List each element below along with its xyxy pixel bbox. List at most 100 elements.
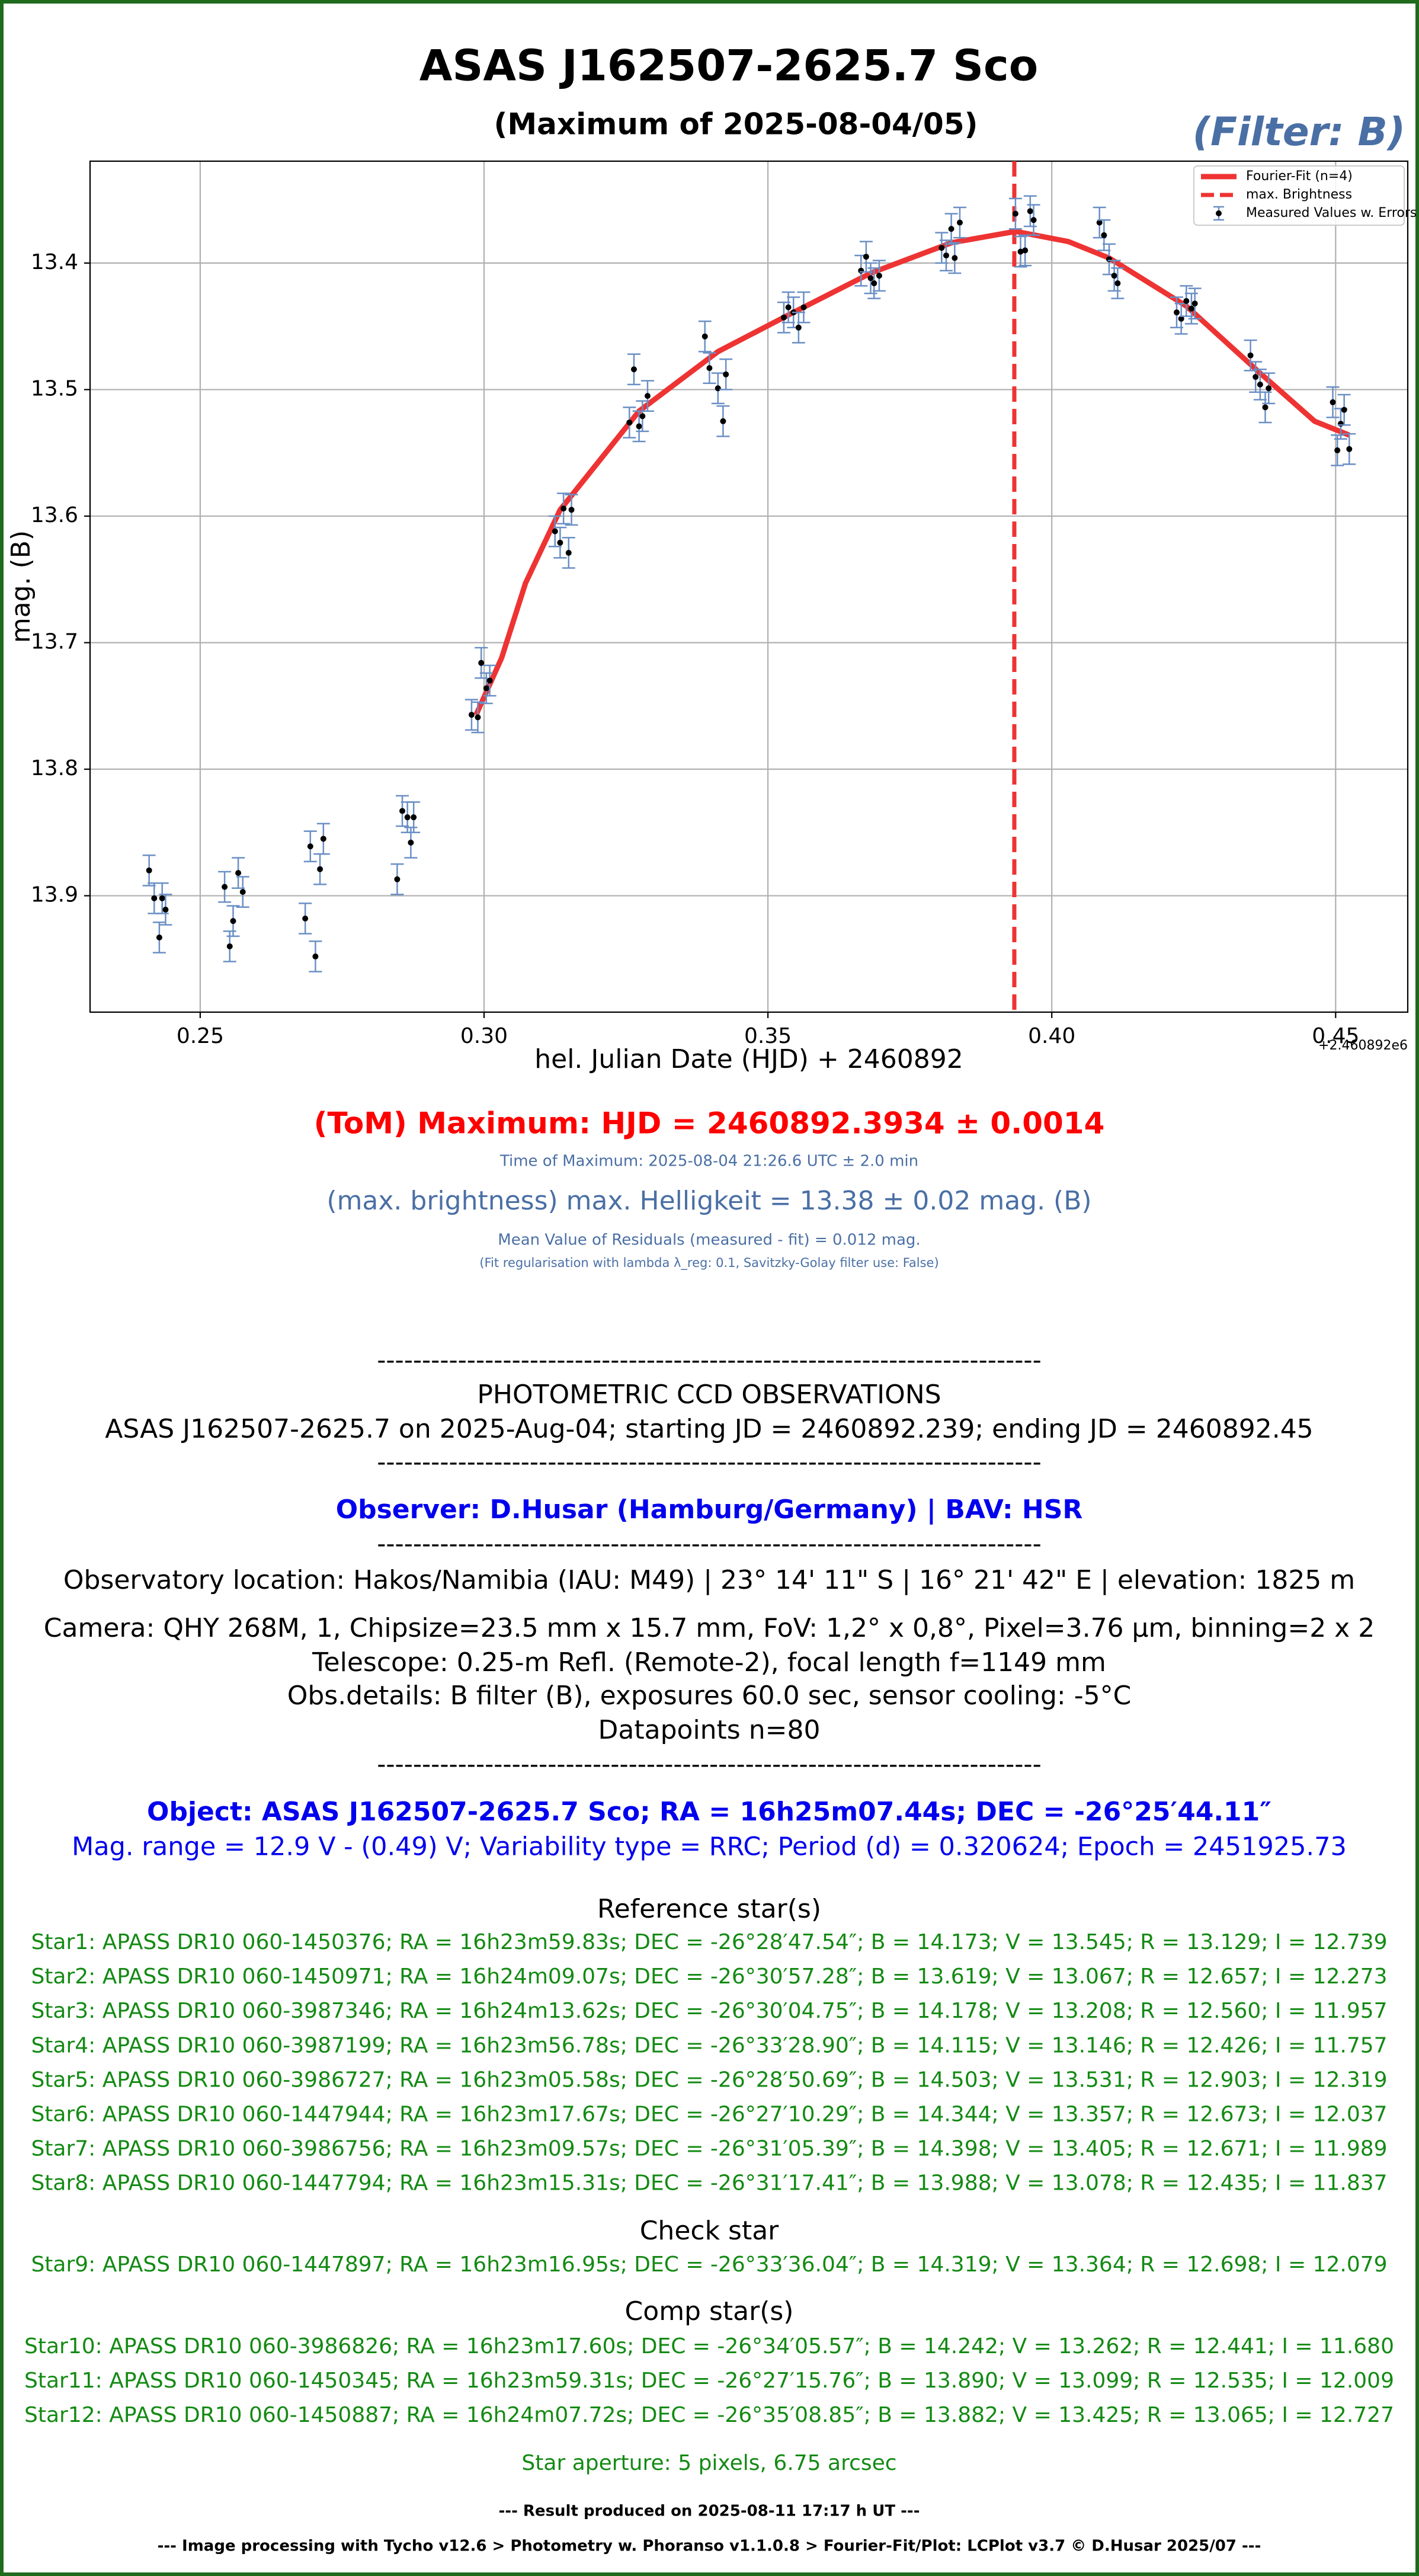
data-point: [1330, 399, 1336, 405]
data-point: [1253, 374, 1259, 380]
data-point: [1183, 297, 1190, 304]
report-line: ----------------------------------------…: [377, 1346, 1042, 1375]
data-point: [858, 267, 864, 274]
x-tick-label: 0.40: [1028, 1024, 1075, 1048]
report-line: Comp star(s): [625, 2296, 794, 2327]
data-point: [952, 255, 958, 261]
data-point: [404, 814, 411, 821]
data-point: [948, 226, 954, 232]
data-point: [863, 254, 869, 260]
report-line: Datapoints n=80: [598, 1715, 821, 1745]
report-line: Telescope: 0.25-m Refl. (Remote-2), foca…: [312, 1647, 1106, 1678]
report-line: Time of Maximum: 2025-08-04 21:26.6 UTC …: [499, 1153, 918, 1170]
x-offset-label: +2.460892e6: [1318, 1038, 1408, 1053]
data-point: [1247, 352, 1254, 359]
report-line: (max. brightness) max. Helligkeit = 13.3…: [326, 1186, 1091, 1216]
report-line: --- Result produced on 2025-08-11 17:17 …: [498, 2503, 920, 2520]
report-line: ----------------------------------------…: [377, 1448, 1042, 1477]
y-tick-label: 13.6: [31, 503, 78, 527]
data-point: [1027, 208, 1033, 215]
report-line: Obs.details: B filter (B), exposures 60.…: [287, 1681, 1132, 1711]
data-point: [720, 418, 726, 424]
data-point: [1017, 248, 1024, 255]
report-line: Observatory location: Hakos/Namibia (IAU…: [63, 1565, 1355, 1595]
data-point: [312, 953, 319, 960]
data-point: [1341, 407, 1347, 413]
report-line: Star7: APASS DR10 060-3986756; RA = 16h2…: [31, 2137, 1387, 2161]
data-point: [411, 814, 417, 821]
data-point: [235, 870, 242, 876]
y-tick-label: 13.7: [31, 629, 78, 654]
data-point: [1178, 315, 1184, 322]
report-line: Star12: APASS DR10 060-1450887; RA = 16h…: [24, 2403, 1394, 2427]
data-point: [239, 889, 246, 895]
y-tick-label: 13.5: [31, 376, 78, 401]
data-point: [146, 867, 152, 873]
report-line: ASAS J162507-2625.7 on 2025-Aug-04; star…: [105, 1414, 1313, 1444]
data-point: [486, 677, 493, 684]
data-point: [636, 423, 642, 430]
chart-subtitle: (Maximum of 2025-08-04/05): [494, 107, 978, 142]
x-tick-label: 0.35: [744, 1024, 792, 1048]
data-point: [317, 866, 323, 872]
report-line: Reference star(s): [597, 1894, 821, 1924]
data-point: [1012, 210, 1018, 217]
legend-label: Measured Values w. Errors: [1246, 206, 1417, 220]
data-point: [222, 884, 228, 890]
data-point: [943, 252, 949, 259]
data-point: [552, 528, 558, 535]
report-line: Star11: APASS DR10 060-1450345; RA = 16h…: [24, 2369, 1394, 2393]
report-line: Mag. range = 12.9 V - (0.49) V; Variabil…: [72, 1832, 1347, 1862]
legend-box: [1193, 165, 1405, 226]
data-point: [1337, 421, 1344, 427]
data-point: [468, 712, 475, 718]
data-point: [478, 660, 485, 666]
report-line: Object: ASAS J162507-2625.7 Sco; RA = 16…: [147, 1797, 1271, 1827]
report-line: Star10: APASS DR10 060-3986826; RA = 16h…: [24, 2334, 1394, 2359]
data-point: [1334, 447, 1341, 453]
data-point: [715, 385, 721, 392]
data-point: [867, 275, 874, 281]
y-tick-label: 13.9: [31, 883, 78, 907]
data-point: [706, 365, 713, 372]
report-line: Star aperture: 5 pixels, 6.75 arcsec: [521, 2451, 896, 2475]
data-point: [956, 219, 963, 226]
report-line: (Fit regularisation with lambda λ_reg: 0…: [479, 1256, 938, 1271]
legend-swatch: [1216, 210, 1222, 216]
data-point: [399, 808, 406, 814]
data-point: [1266, 385, 1272, 392]
data-point: [630, 366, 637, 373]
data-point: [795, 324, 802, 331]
data-point: [226, 943, 233, 949]
data-point: [307, 843, 313, 850]
data-point: [938, 245, 945, 251]
report-line: Star5: APASS DR10 060-3986727; RA = 16h2…: [31, 2068, 1387, 2092]
fit-curve: [473, 228, 1350, 716]
report-line: Observer: D.Husar (Hamburg/Germany) | BA…: [336, 1495, 1083, 1525]
x-tick-label: 0.25: [177, 1024, 224, 1048]
data-point: [475, 714, 481, 721]
x-tick-label: 0.30: [460, 1024, 508, 1048]
data-point: [483, 685, 489, 692]
data-point: [557, 539, 563, 546]
report-line: Star8: APASS DR10 060-1447794; RA = 16h2…: [31, 2171, 1387, 2196]
data-point: [644, 393, 651, 399]
y-tick-label: 13.4: [31, 250, 78, 274]
report-line: ----------------------------------------…: [377, 1529, 1042, 1559]
report-line: --- Image processing with Tycho v12.6 > …: [158, 2537, 1261, 2555]
data-point: [1101, 232, 1107, 238]
report-line: Star4: APASS DR10 060-3987199; RA = 16h2…: [31, 2033, 1387, 2057]
report-line: PHOTOMETRIC CCD OBSERVATIONS: [477, 1380, 941, 1410]
data-point: [871, 280, 877, 287]
data-point: [408, 839, 414, 846]
report-line: (ToM) Maximum: HJD = 2460892.3934 ± 0.00…: [314, 1106, 1105, 1141]
report-line: Star6: APASS DR10 060-1447944; RA = 16h2…: [31, 2103, 1387, 2127]
report-line: Star2: APASS DR10 060-1450971; RA = 16h2…: [31, 1964, 1387, 1989]
x-axis-label: hel. Julian Date (HJD) + 2460892: [534, 1044, 963, 1074]
data-point: [639, 413, 646, 420]
data-point: [565, 549, 572, 556]
data-point: [1262, 404, 1269, 411]
